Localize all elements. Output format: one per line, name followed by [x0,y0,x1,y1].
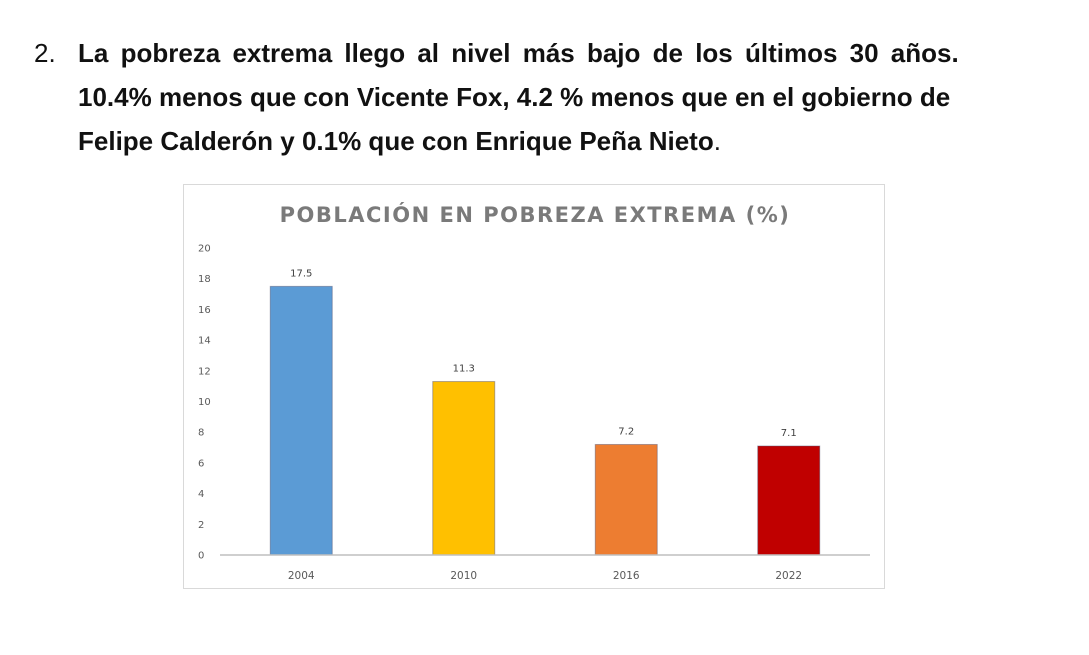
y-tick-label: 8 [198,428,204,439]
bar-2010 [432,381,496,556]
heading-line-1: 2. La pobreza extrema llego al nivel más… [34,36,959,70]
y-axis-ticks: 0 2 4 6 8 10 12 14 16 18 20 [198,244,211,562]
data-label-2010: 11.3 [453,364,475,375]
heading-text-line-1: La pobreza extrema llego al nivel más ba… [78,38,959,68]
y-tick-label: 18 [198,274,211,285]
bars: 17.5 11.3 7.2 7.1 [269,268,821,556]
list-number: 2. [34,38,56,68]
y-tick-label: 6 [198,458,204,469]
y-tick-label: 16 [198,305,211,316]
chart-title: POBLACIÓN EN POBREZA EXTREMA (%) [280,202,791,227]
heading-period: . [713,126,721,156]
bar-2016 [594,443,658,556]
x-tick-label: 2010 [450,570,477,582]
x-tick-label: 2022 [775,570,802,582]
y-tick-label: 4 [198,489,204,500]
x-axis-labels: 2004 2010 2016 2022 [288,570,802,582]
y-tick-label: 14 [198,336,211,347]
bar-chart: POBLACIÓN EN POBREZA EXTREMA (%) 0 2 4 6 8 10… [198,202,870,582]
heading-text-line-2: 10.4% menos que con Vicente Fox, 4.2 % m… [78,82,951,112]
data-label-2004: 17.5 [290,268,312,279]
y-tick-label: 20 [198,244,211,255]
chart-container: POBLACIÓN EN POBREZA EXTREMA (%) 0 2 4 6 8 10… [183,184,885,589]
x-tick-label: 2016 [613,570,640,582]
y-tick-label: 2 [198,520,204,531]
bar-2022 [757,445,821,556]
x-tick-label: 2004 [288,570,315,582]
y-tick-label: 10 [198,397,211,408]
y-tick-label: 12 [198,366,211,377]
bar-2004 [269,285,333,556]
heading-text-line-3: Felipe Calderón y 0.1% que con Enrique P… [78,126,714,156]
data-label-2022: 7.1 [781,428,797,439]
data-label-2016: 7.2 [618,426,634,437]
y-tick-label: 0 [198,551,204,562]
heading-line-3: Felipe Calderón y 0.1% que con Enrique P… [78,124,721,158]
